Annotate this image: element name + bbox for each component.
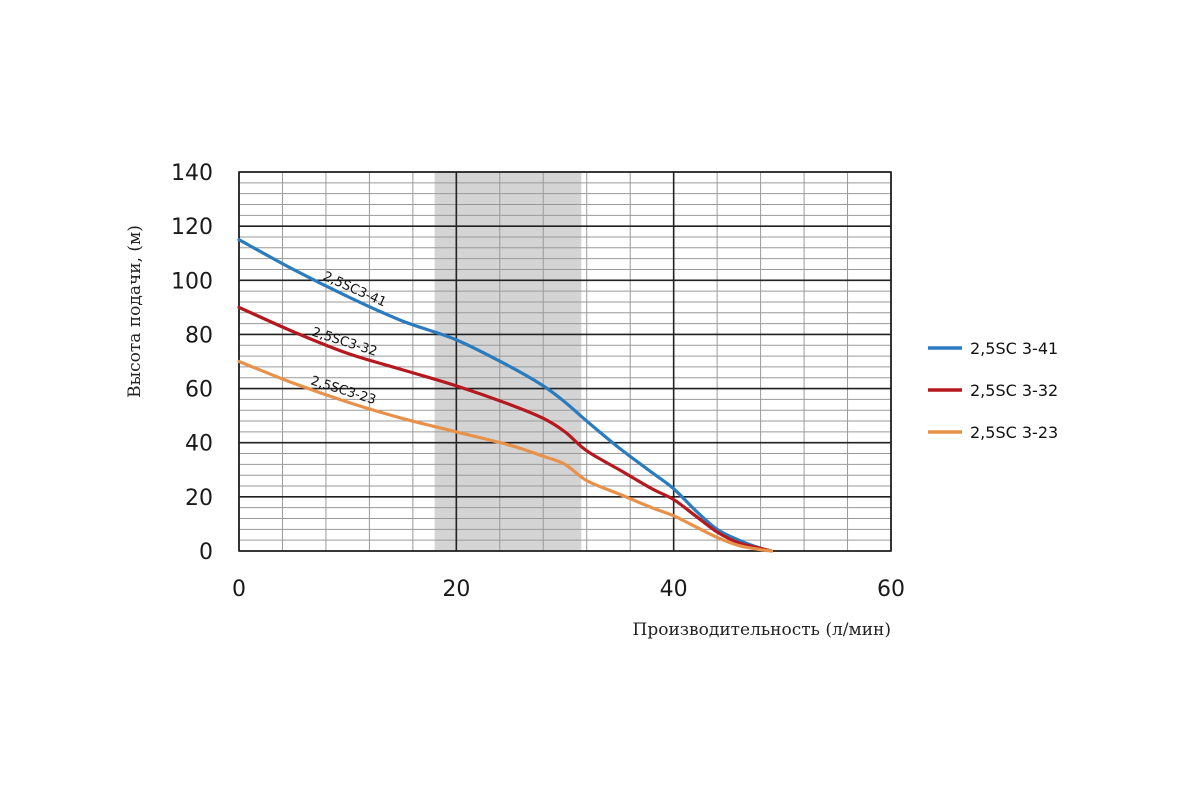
curve-labels: 2,5SC3-412,5SC3-322,5SC3-23	[309, 269, 389, 408]
y-tick-label: 100	[171, 269, 213, 294]
y-tick-label: 20	[185, 486, 213, 511]
legend-label-2: 2,5SC 3-32	[970, 381, 1058, 400]
y-tick-label: 0	[199, 540, 213, 565]
series-line-1	[237, 238, 774, 553]
x-tick-label: 60	[877, 577, 905, 602]
y-tick-label: 120	[171, 215, 213, 240]
x-tick-label: 20	[442, 577, 470, 602]
y-tick-label: 140	[171, 161, 213, 186]
y-tick-labels: 0 20 40 60 80 100 120 140	[171, 161, 213, 565]
x-tick-label: 0	[232, 577, 246, 602]
y-tick-label: 80	[185, 323, 213, 348]
legend: 2,5SC 3-41 2,5SC 3-32 2,5SC 3-23	[928, 339, 1058, 442]
x-tick-label: 40	[660, 577, 688, 602]
series-line-2	[237, 305, 774, 553]
legend-label-3: 2,5SC 3-23	[970, 423, 1058, 442]
x-tick-labels: 0 20 40 60	[232, 577, 905, 602]
y-tick-label: 60	[185, 378, 213, 403]
curve-label-3: 2,5SC3-23	[309, 374, 378, 408]
x-axis-title: Производительность (л/мин)	[633, 620, 892, 640]
y-axis-title: Высота подачи, (м)	[125, 225, 145, 398]
series-line-3	[237, 359, 774, 553]
series-lines	[237, 238, 774, 553]
y-tick-label: 40	[185, 432, 213, 457]
legend-label-1: 2,5SC 3-41	[970, 339, 1058, 358]
highlight-band	[434, 172, 582, 551]
curve-label-2: 2,5SC3-32	[310, 325, 379, 360]
